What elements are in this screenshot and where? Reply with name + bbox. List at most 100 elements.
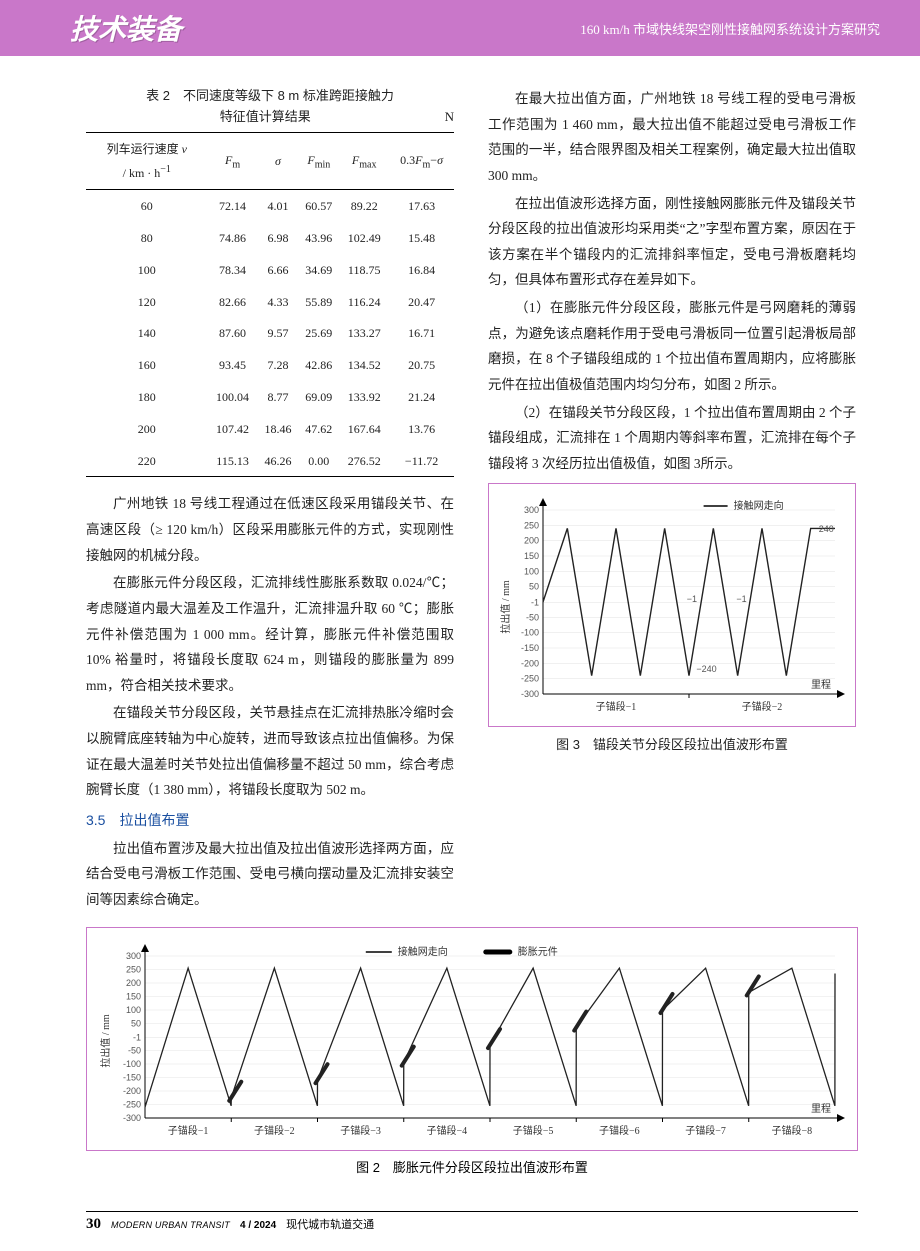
table-row: 10078.346.6634.69118.7516.84 [86, 254, 454, 286]
table-cell: 276.52 [339, 445, 389, 477]
table-cell: 87.60 [208, 317, 258, 349]
svg-text:子锚段−2: 子锚段−2 [742, 700, 783, 713]
paper-running-title: 160 km/h 市域快线架空刚性接触网系统设计方案研究 [580, 19, 880, 38]
svg-text:子锚段−2: 子锚段−2 [254, 1124, 295, 1137]
svg-text:150: 150 [126, 991, 141, 1001]
svg-text:子锚段−4: 子锚段−4 [427, 1124, 468, 1137]
body-paragraph: 在最大拉出值方面，广州地铁 18 号线工程的受电弓滑板工作范围为 1 460 m… [488, 86, 856, 189]
svg-text:子锚段−1: 子锚段−1 [596, 700, 637, 713]
table-cell: 89.22 [339, 190, 389, 222]
svg-text:-50: -50 [526, 612, 539, 622]
svg-text:−1: −1 [687, 594, 697, 604]
body-paragraph: 广州地铁 18 号线工程通过在低速区段采用锚段关节、在高速区段（≥ 120 km… [86, 491, 454, 568]
table-row: 16093.457.2842.86134.5220.75 [86, 349, 454, 381]
table-row: 6072.144.0160.5789.2217.63 [86, 190, 454, 222]
svg-text:-150: -150 [123, 1072, 141, 1082]
table-cell: 100.04 [208, 381, 258, 413]
table-cell: 100 [86, 254, 208, 286]
svg-text:子锚段−7: 子锚段−7 [685, 1124, 726, 1137]
table-cell: 133.92 [339, 381, 389, 413]
svg-text:-1: -1 [133, 1032, 141, 1042]
body-paragraph: （2）在锚段关节分段区段，1 个拉出值布置周期由 2 个子锚段组成，汇流排在 1… [488, 400, 856, 477]
table-row: 8074.866.9843.96102.4915.48 [86, 222, 454, 254]
table-row: 200107.4218.4647.62167.6413.76 [86, 413, 454, 445]
svg-text:-100: -100 [521, 627, 539, 637]
table-cell: 116.24 [339, 286, 389, 318]
svg-text:−1: −1 [736, 594, 746, 604]
svg-text:拉出值 / mm: 拉出值 / mm [499, 580, 512, 634]
svg-text:子锚段−8: 子锚段−8 [772, 1124, 813, 1137]
svg-text:300: 300 [126, 951, 141, 961]
svg-text:里程: 里程 [811, 1103, 831, 1115]
svg-text:接触网走向: 接触网走向 [734, 499, 784, 512]
table-cell: 47.62 [298, 413, 339, 445]
table-cell: 74.86 [208, 222, 258, 254]
figure-3-caption: 图 3 锚段关节分段区段拉出值波形布置 [488, 733, 856, 758]
table-row: 14087.609.5725.69133.2716.71 [86, 317, 454, 349]
table-cell: 180 [86, 381, 208, 413]
section-title: 技术装备 [70, 8, 182, 48]
table-cell: 43.96 [298, 222, 339, 254]
svg-text:拉出值 / mm: 拉出值 / mm [99, 1014, 112, 1068]
svg-text:150: 150 [524, 551, 539, 561]
table2-header-cell: Fmin [298, 132, 339, 190]
table-cell: 7.28 [258, 349, 299, 381]
svg-text:-250: -250 [521, 673, 539, 683]
table-row: 220115.1346.260.00276.52−11.72 [86, 445, 454, 477]
svg-text:50: 50 [529, 581, 539, 591]
table-cell: 200 [86, 413, 208, 445]
table-cell: 0.00 [298, 445, 339, 477]
figure-3-box: -300-250-200-150-100-50-1501001502002503… [488, 483, 856, 727]
svg-text:接触网走向: 接触网走向 [398, 945, 448, 958]
body-paragraph: （1）在膨胀元件分段区段，膨胀元件是弓网磨耗的薄弱点，为避免该点磨耗作用于受电弓… [488, 295, 856, 398]
table-cell: 6.98 [258, 222, 299, 254]
table2-header-cell: Fm [208, 132, 258, 190]
table-cell: 18.46 [258, 413, 299, 445]
table-cell: 13.76 [389, 413, 454, 445]
body-paragraph: 在膨胀元件分段区段，汇流排线性膨胀系数取 0.024/℃；考虑隧道内最大温差及工… [86, 570, 454, 698]
table-cell: 167.64 [339, 413, 389, 445]
svg-text:50: 50 [131, 1018, 141, 1028]
table-cell: 60.57 [298, 190, 339, 222]
svg-text:-200: -200 [521, 658, 539, 668]
table-cell: 42.86 [298, 349, 339, 381]
svg-text:膨胀元件: 膨胀元件 [518, 945, 558, 958]
table-cell: 107.42 [208, 413, 258, 445]
right-column: 在最大拉出值方面，广州地铁 18 号线工程的受电弓滑板工作范围为 1 460 m… [488, 86, 856, 915]
svg-text:-1: -1 [531, 597, 539, 607]
table-cell: 16.71 [389, 317, 454, 349]
table-cell: 6.66 [258, 254, 299, 286]
svg-text:-200: -200 [123, 1086, 141, 1096]
table-cell: 115.13 [208, 445, 258, 477]
table-cell: 160 [86, 349, 208, 381]
table-cell: 140 [86, 317, 208, 349]
table-cell: 80 [86, 222, 208, 254]
table-cell: 120 [86, 286, 208, 318]
body-paragraph: 拉出值布置涉及最大拉出值及拉出值波形选择两方面，应结合受电弓滑板工作范围、受电弓… [86, 836, 454, 913]
svg-text:100: 100 [524, 566, 539, 576]
svg-text:250: 250 [126, 964, 141, 974]
page-number: 30 [86, 1216, 101, 1233]
journal-name-cn: 现代城市轨道交通 [286, 1216, 374, 1232]
svg-text:-250: -250 [123, 1099, 141, 1109]
table2-unit: N [445, 107, 454, 128]
body-paragraph: 在拉出值波形选择方面，刚性接触网膨胀元件及锚段关节分段区段的拉出值波形均采用类“… [488, 191, 856, 294]
svg-text:-300: -300 [521, 689, 539, 699]
table-cell: 9.57 [258, 317, 299, 349]
table-cell: 60 [86, 190, 208, 222]
figure-2-box: -300-250-200-150-100-50-1501001502002503… [86, 927, 858, 1151]
svg-text:里程: 里程 [811, 679, 831, 691]
page-body: 表 2 不同速度等级下 8 m 标准跨距接触力 特征值计算结果 N 列车运行速度… [0, 56, 920, 1176]
table2-title-line1: 表 2 不同速度等级下 8 m 标准跨距接触力 [146, 88, 394, 103]
page-footer: 30 MODERN URBAN TRANSIT 4 / 2024 现代城市轨道交… [86, 1211, 858, 1233]
table2-header-cell: Fmax [339, 132, 389, 190]
table2: 列车运行速度 v/ km · h−1FmσFminFmax0.3Fm−σ 607… [86, 132, 454, 478]
table-cell: 93.45 [208, 349, 258, 381]
figure-2-wrap: -300-250-200-150-100-50-1501001502002503… [86, 927, 858, 1176]
table-cell: 20.47 [389, 286, 454, 318]
table-cell: 134.52 [339, 349, 389, 381]
svg-text:-150: -150 [521, 643, 539, 653]
svg-text:-300: -300 [123, 1113, 141, 1123]
figure-3-svg: -300-250-200-150-100-50-1501001502002503… [495, 492, 847, 722]
table-cell: 55.89 [298, 286, 339, 318]
